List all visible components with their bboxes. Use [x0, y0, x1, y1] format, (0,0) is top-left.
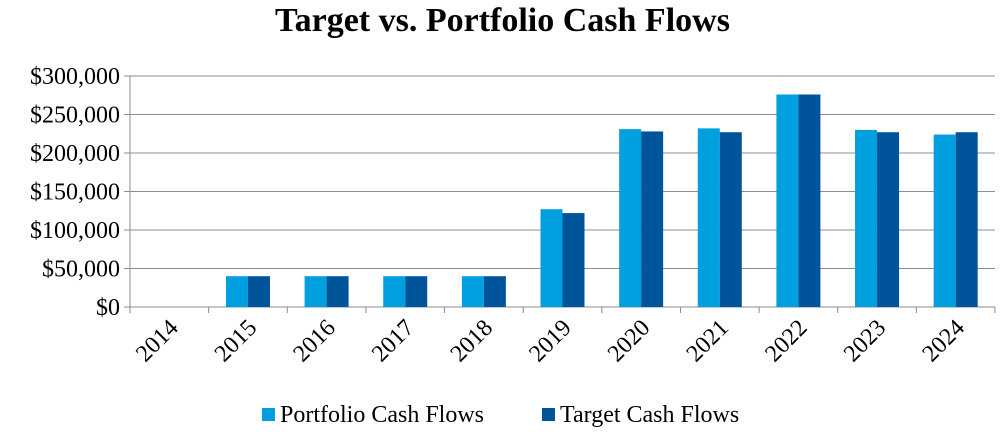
- y-tick-label: $50,000: [42, 257, 120, 283]
- bar-target-2020: [641, 131, 664, 307]
- x-tick-label: 2022: [760, 315, 812, 367]
- bar-portfolio-2020: [619, 129, 642, 307]
- bar-target-2017: [405, 276, 428, 307]
- y-tick-label: $100,000: [30, 218, 120, 244]
- bar-portfolio-2017: [383, 276, 406, 307]
- y-tick-label: $0: [96, 295, 120, 321]
- x-tick-label: 2023: [839, 315, 891, 367]
- y-tick-label: $200,000: [30, 141, 120, 167]
- y-tick-label: $150,000: [30, 180, 120, 206]
- y-tick-label: $250,000: [30, 103, 120, 129]
- bar-portfolio-2023: [855, 129, 878, 307]
- bar-portfolio-2015: [225, 276, 248, 307]
- x-tick-label: 2017: [367, 315, 419, 367]
- bar-portfolio-2024: [933, 134, 956, 307]
- bar-target-2023: [877, 132, 900, 307]
- bar-portfolio-2019: [540, 209, 563, 307]
- bar-portfolio-2022: [776, 94, 799, 307]
- x-tick-label: 2020: [603, 315, 655, 367]
- bar-target-2022: [798, 94, 821, 307]
- bar-target-2016: [326, 276, 349, 307]
- bar-target-2018: [483, 276, 506, 307]
- bar-target-2024: [955, 132, 978, 307]
- x-tick-label: 2015: [210, 315, 262, 367]
- bar-target-2019: [562, 213, 585, 307]
- legend-label: Target Cash Flows: [560, 402, 739, 428]
- bar-portfolio-2018: [461, 276, 484, 307]
- x-tick-label: 2018: [446, 315, 498, 367]
- legend-label: Portfolio Cash Flows: [280, 402, 484, 428]
- x-tick-label: 2019: [524, 315, 576, 367]
- legend-swatch: [262, 408, 275, 421]
- y-tick-label: $300,000: [30, 64, 120, 90]
- x-tick-label: 2014: [131, 315, 183, 367]
- bar-portfolio-2021: [697, 128, 720, 307]
- x-tick-label: 2021: [682, 315, 734, 367]
- bar-target-2021: [719, 132, 742, 307]
- x-tick-label: 2016: [289, 315, 341, 367]
- x-tick-label: 2024: [918, 315, 970, 367]
- bar-portfolio-2016: [304, 276, 327, 307]
- chart-title: Target vs. Portfolio Cash Flows: [275, 2, 730, 39]
- legend-swatch: [542, 408, 555, 421]
- bar-target-2015: [247, 276, 270, 307]
